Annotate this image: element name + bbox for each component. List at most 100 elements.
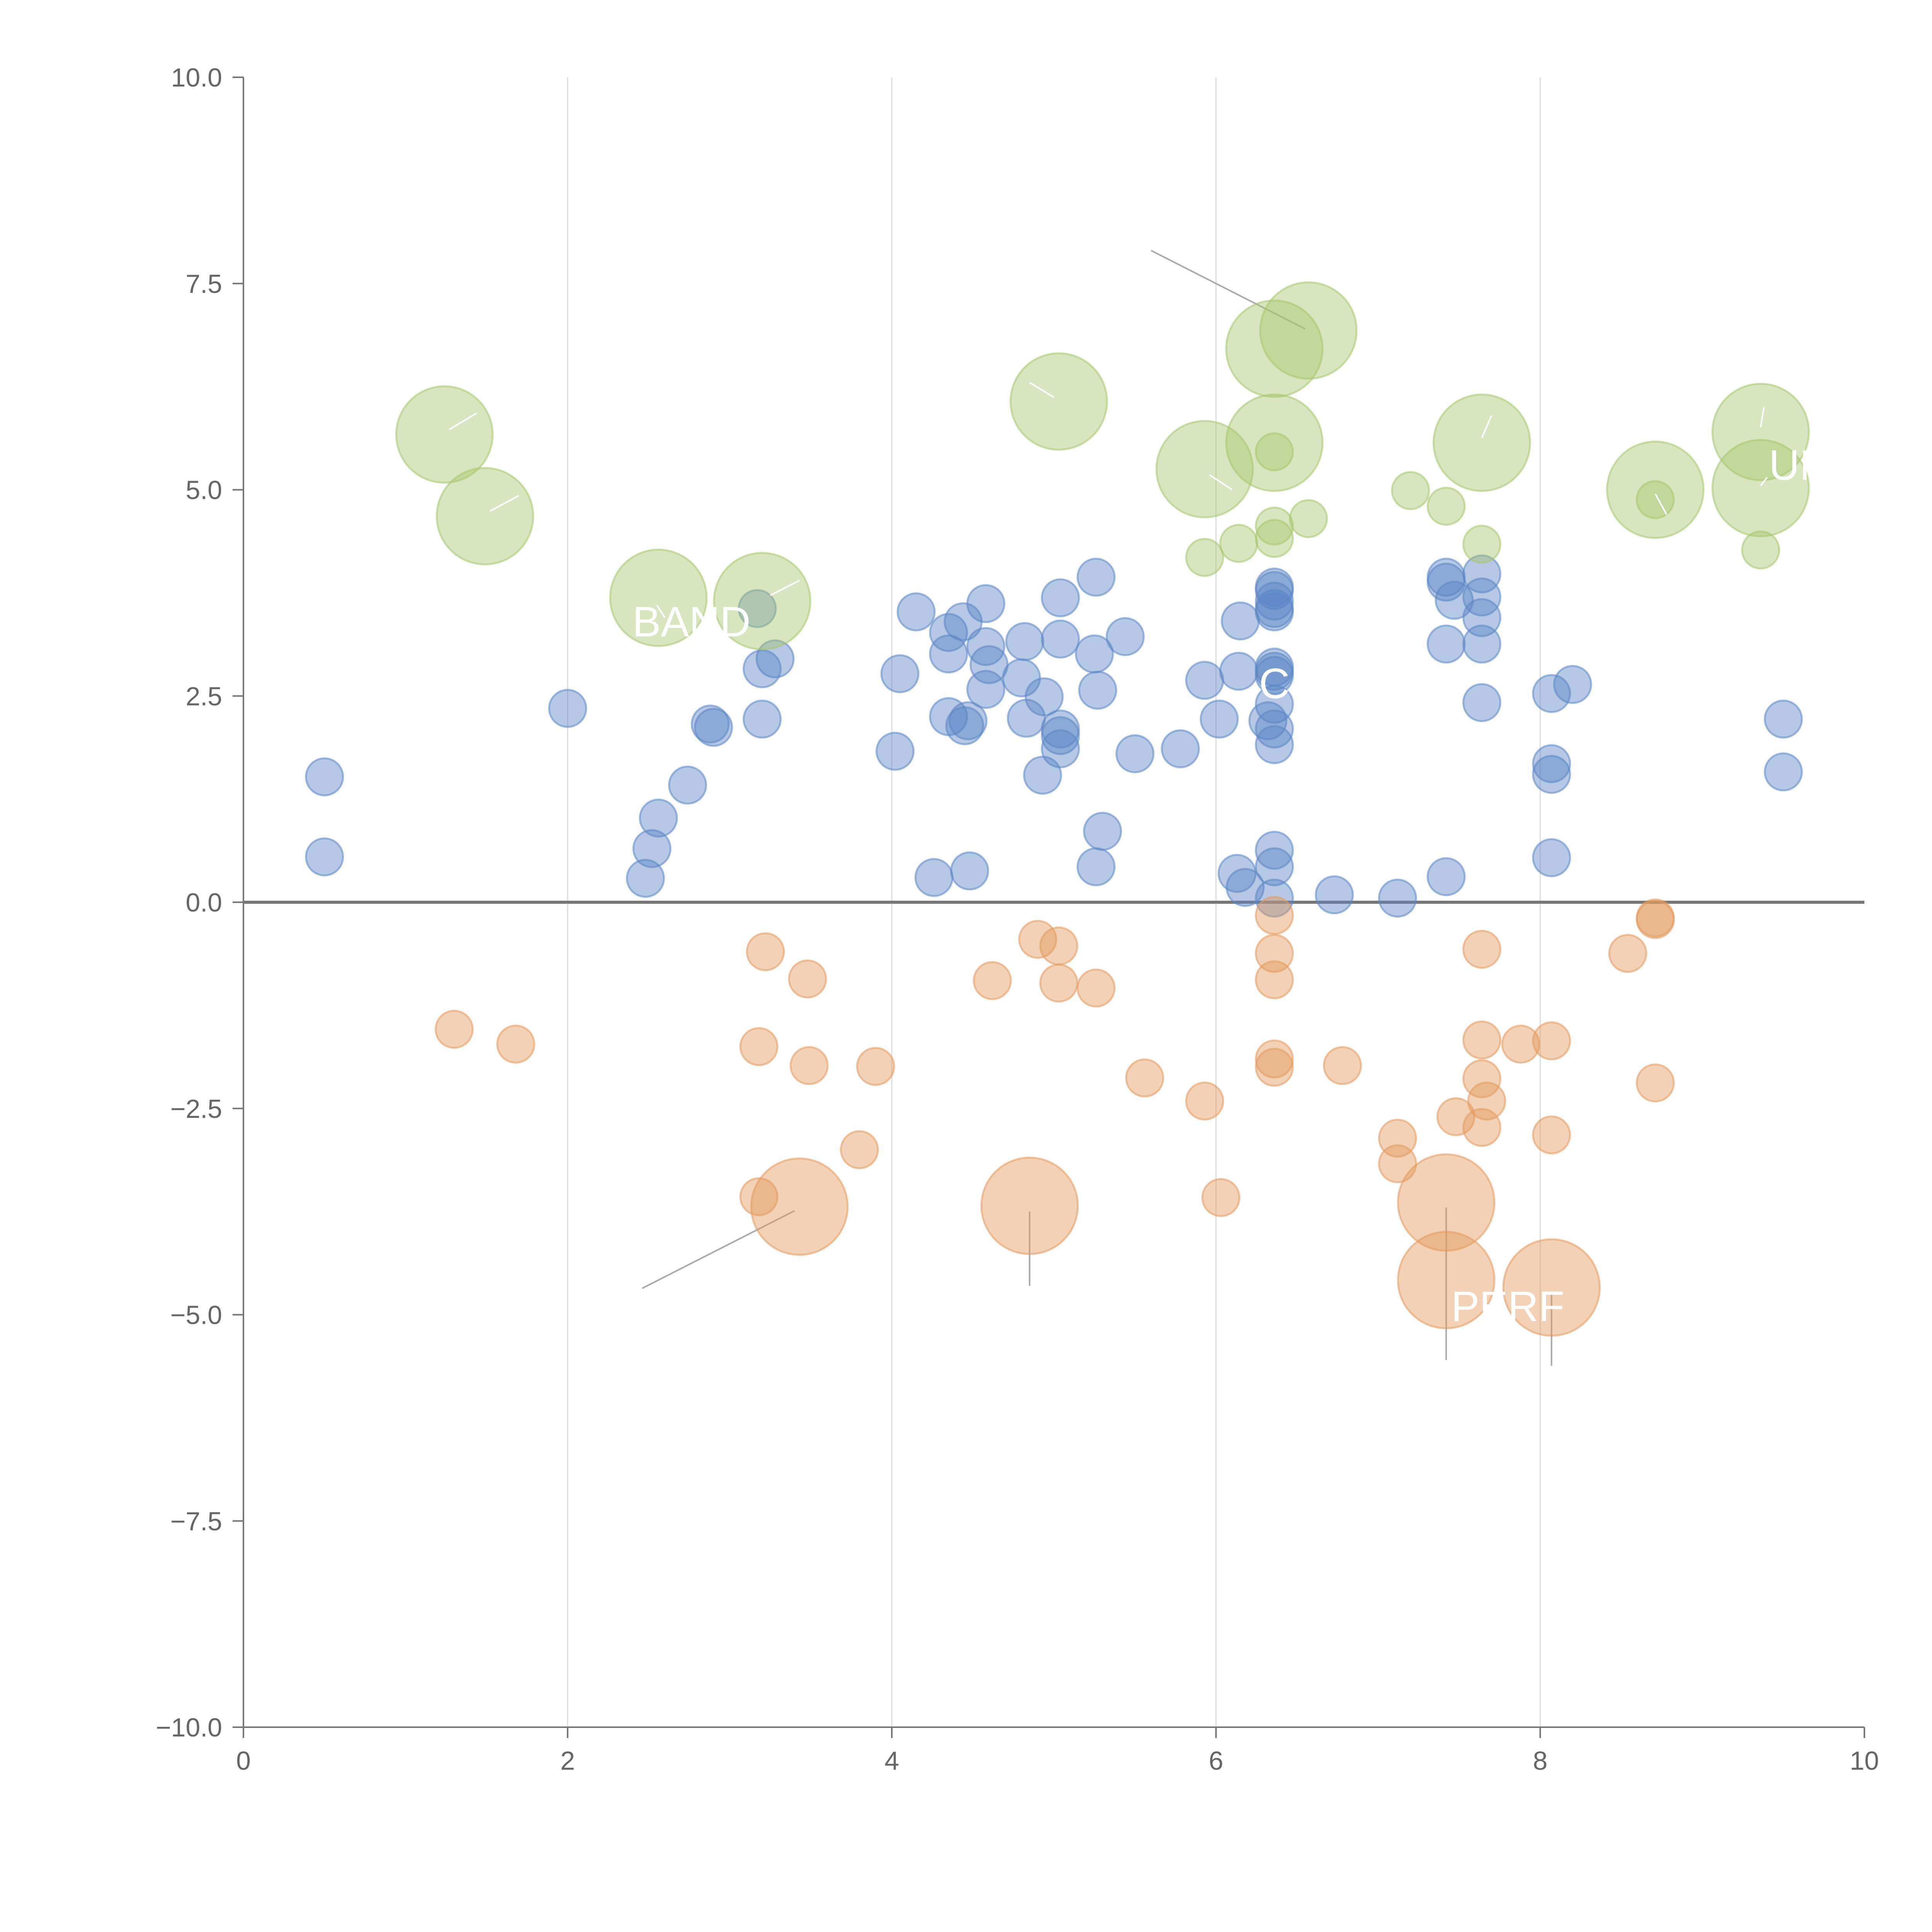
annotation-label: BAND bbox=[633, 598, 751, 646]
annotation-label: PERF bbox=[1451, 1283, 1564, 1330]
highlight-point bbox=[1427, 486, 1466, 526]
positive-point bbox=[1115, 734, 1155, 774]
positive-point bbox=[305, 757, 344, 796]
positive-point bbox=[1078, 670, 1117, 710]
negative-point bbox=[1255, 896, 1294, 935]
leader-line bbox=[770, 580, 800, 596]
positive-point bbox=[1255, 878, 1294, 918]
negative-point bbox=[1018, 920, 1058, 959]
negative-point bbox=[1255, 1048, 1294, 1087]
positive-point bbox=[875, 731, 915, 771]
negative-point bbox=[1436, 1097, 1476, 1136]
negative-point bbox=[980, 1156, 1079, 1255]
positive-point bbox=[1315, 875, 1354, 915]
leader-line bbox=[656, 605, 666, 618]
positive-point bbox=[966, 584, 1005, 623]
positive-point bbox=[1041, 619, 1080, 659]
negative-point bbox=[788, 959, 827, 999]
positive-point bbox=[1378, 878, 1417, 918]
leader-line bbox=[1760, 407, 1765, 427]
positive-point bbox=[668, 765, 707, 805]
positive-point bbox=[690, 704, 730, 744]
highlight-point bbox=[1432, 393, 1531, 492]
point-layer bbox=[305, 281, 1810, 1337]
positive-point bbox=[1764, 699, 1803, 739]
negative-point bbox=[1039, 963, 1078, 1003]
leader-line bbox=[1481, 415, 1492, 438]
highlight-point bbox=[1289, 499, 1328, 538]
highlight-point bbox=[1741, 530, 1781, 570]
positive-point bbox=[1462, 577, 1502, 617]
highlight-point bbox=[713, 552, 811, 651]
highlight-point bbox=[1255, 506, 1294, 546]
positive-point bbox=[1255, 830, 1294, 870]
highlight-point bbox=[1259, 281, 1358, 380]
negative-point bbox=[1462, 1020, 1502, 1060]
negative-point bbox=[856, 1047, 895, 1086]
positive-point bbox=[1161, 729, 1200, 769]
highlight-point bbox=[1636, 480, 1675, 519]
negative-point bbox=[739, 1177, 779, 1216]
positive-point bbox=[1462, 624, 1502, 664]
positive-point bbox=[880, 654, 920, 694]
positive-point bbox=[1221, 601, 1260, 641]
positive-point bbox=[1255, 725, 1294, 764]
highlight-point bbox=[1255, 432, 1294, 471]
positive-point bbox=[1427, 624, 1466, 664]
y-tick-label: −10.0 bbox=[156, 1713, 222, 1742]
negative-point bbox=[1077, 968, 1116, 1008]
negative-point bbox=[1501, 1024, 1541, 1064]
highlight-point bbox=[1155, 420, 1254, 519]
highlight-point bbox=[1711, 383, 1810, 481]
positive-point bbox=[742, 649, 782, 689]
highlight-point bbox=[395, 385, 494, 484]
positive-point bbox=[1255, 709, 1294, 749]
y-tick-label: −7.5 bbox=[170, 1507, 222, 1536]
positive-point bbox=[738, 589, 777, 628]
x-tick-label: 4 bbox=[884, 1746, 899, 1776]
annotation-layer: BAND C UN PERF bbox=[449, 382, 1830, 1330]
y-tick-label: 10.0 bbox=[171, 63, 222, 92]
negative-point bbox=[1323, 1046, 1362, 1085]
positive-point bbox=[1105, 617, 1145, 656]
highlight-point bbox=[1219, 524, 1259, 563]
positive-point bbox=[1199, 699, 1239, 739]
leader-line bbox=[1029, 382, 1054, 398]
positive-point bbox=[1024, 677, 1064, 716]
positive-point bbox=[548, 689, 587, 728]
positive-point bbox=[1226, 868, 1265, 907]
leader-line bbox=[642, 1210, 795, 1289]
positive-point bbox=[305, 837, 344, 877]
x-tick-label: 10 bbox=[1850, 1746, 1879, 1776]
highlight-point bbox=[1391, 471, 1430, 510]
negative-point bbox=[1502, 1238, 1601, 1337]
leader-layer bbox=[642, 250, 1553, 1366]
leader-line bbox=[1760, 477, 1768, 486]
negative-point bbox=[1532, 1115, 1571, 1155]
positive-point bbox=[632, 829, 672, 868]
positive-point bbox=[896, 592, 936, 631]
positive-point bbox=[1462, 683, 1502, 722]
highlight-point bbox=[1225, 299, 1324, 398]
leader-line bbox=[449, 412, 478, 430]
leader-line bbox=[1151, 250, 1306, 330]
negative-point bbox=[1185, 1082, 1225, 1121]
x-tick-label: 0 bbox=[236, 1746, 251, 1776]
negative-point bbox=[1608, 934, 1648, 973]
y-tick-label: 2.5 bbox=[185, 682, 222, 711]
negative-point bbox=[1462, 1108, 1502, 1147]
positive-point bbox=[1532, 755, 1571, 794]
negative-point bbox=[973, 961, 1012, 1000]
positive-point bbox=[948, 701, 988, 740]
negative-point bbox=[1255, 960, 1294, 1000]
positive-point bbox=[1553, 665, 1592, 704]
positive-point bbox=[1255, 592, 1294, 631]
highlight-point bbox=[1225, 393, 1324, 492]
y-tick-label: 7.5 bbox=[185, 269, 222, 299]
positive-point bbox=[1041, 578, 1080, 617]
positive-point bbox=[1462, 554, 1502, 594]
y-tick-label: −5.0 bbox=[170, 1301, 222, 1330]
positive-point bbox=[1083, 811, 1122, 851]
positive-point bbox=[929, 634, 968, 673]
positive-point bbox=[914, 858, 954, 897]
